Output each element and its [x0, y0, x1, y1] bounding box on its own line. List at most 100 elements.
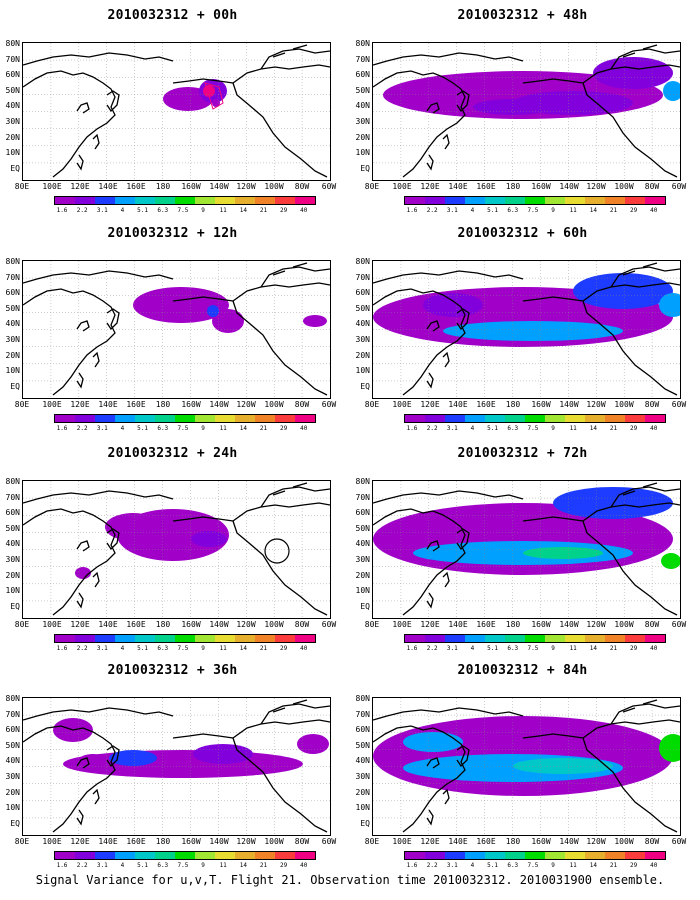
- longitude-label: 160E: [126, 620, 146, 629]
- colorbar-label: 21: [259, 425, 268, 432]
- coastline: [426, 757, 440, 769]
- colorbar-swatch: [485, 635, 505, 642]
- colorbar-label: 3.1: [446, 862, 458, 869]
- longitude-label: 100E: [42, 182, 62, 191]
- coastline: [373, 508, 466, 616]
- colorbar-swatch: [505, 635, 525, 642]
- colorbar-label: 6.3: [507, 862, 519, 869]
- longitude-label: 120E: [70, 620, 90, 629]
- latitude-label: 10N: [5, 803, 20, 813]
- colorbar-swatch: [645, 635, 665, 642]
- coastline: [373, 70, 466, 178]
- coastline: [522, 516, 584, 522]
- longitude-label: 80E: [364, 620, 380, 629]
- variance-map: [372, 42, 681, 181]
- longitude-label: 100W: [614, 620, 634, 629]
- colorbar-swatch: [275, 415, 295, 422]
- longitude-label: 160E: [126, 837, 146, 846]
- colorbar-swatch: [585, 415, 605, 422]
- longitude-label: 160E: [476, 182, 496, 191]
- colorbar-label: 14: [239, 645, 247, 652]
- colorbar-label: 29: [630, 425, 638, 432]
- colorbar-label: 5.1: [137, 862, 149, 869]
- colorbar-label: 21: [609, 862, 618, 869]
- colorbar: [404, 196, 666, 205]
- variance-field: [573, 273, 673, 309]
- variance-field: [133, 287, 229, 323]
- latitude-label: 50N: [5, 740, 20, 750]
- longitude-label: 100E: [42, 837, 62, 846]
- coastline: [373, 288, 466, 396]
- latitude-label: 80N: [5, 257, 20, 266]
- coastline: [260, 266, 330, 288]
- longitude-label: 80W: [644, 837, 660, 846]
- variance-field: [297, 734, 329, 754]
- colorbar-label: 40: [650, 425, 658, 432]
- variance-field: [212, 99, 220, 107]
- latitude-label: EQ: [10, 601, 20, 611]
- colorbar-swatch: [445, 197, 465, 204]
- panel-title: 2010032312 + 12h: [107, 226, 238, 241]
- colorbar-label: 9: [551, 207, 555, 214]
- latitude-label: 20N: [5, 570, 20, 580]
- colorbar-swatch: [155, 635, 175, 642]
- coastline: [426, 592, 434, 609]
- longitude-label: 100E: [392, 620, 412, 629]
- colorbar-swatch: [155, 415, 175, 422]
- longitude-label: 160W: [531, 837, 551, 846]
- longitude-label: 60W: [321, 620, 337, 629]
- colorbar-label: 14: [239, 425, 247, 432]
- variance-field: [79, 754, 107, 766]
- variance-field: [212, 309, 244, 333]
- longitude-label: 60W: [671, 837, 687, 846]
- colorbar-label: 14: [589, 425, 597, 432]
- colorbar-label: 6.3: [507, 645, 519, 652]
- coastline: [582, 719, 680, 739]
- longitude-label: 140W: [209, 620, 229, 629]
- colorbar-swatch: [135, 197, 155, 204]
- coastline: [582, 520, 678, 616]
- variance-field: [207, 305, 219, 317]
- colorbar-swatch: [625, 415, 645, 422]
- colorbar-swatch: [255, 197, 275, 204]
- colorbar-label: 14: [589, 645, 597, 652]
- coastline: [622, 44, 658, 58]
- map-panel-00h: 2010032312 + 00h 80N 70N 60N 50N 40N 30N 20N 10N…: [0, 0, 345, 215]
- longitude-label: 60W: [671, 182, 687, 191]
- colorbar-label: 3.1: [446, 425, 458, 432]
- colorbar-swatch: [405, 852, 425, 859]
- coastline: [260, 486, 330, 508]
- longitude-label: 180: [505, 837, 521, 846]
- latitude-label: 30N: [5, 335, 20, 344]
- colorbar-swatch: [255, 852, 275, 859]
- colorbar-swatch: [95, 197, 115, 204]
- variance-field: [473, 99, 553, 115]
- longitude-label: 140E: [98, 620, 118, 629]
- colorbar-swatch: [115, 635, 135, 642]
- colorbar-swatch: [545, 415, 565, 422]
- latitude-label: 50N: [355, 303, 370, 313]
- longitude-label: 120E: [70, 400, 90, 409]
- colorbar-swatch: [465, 635, 485, 642]
- map-panel-48h: 2010032312 + 48h 80N 70N 60N 50N 40N 30N 20N 10N…: [350, 0, 695, 215]
- latitude-label: 50N: [5, 85, 20, 95]
- colorbar-swatch: [235, 635, 255, 642]
- colorbar-label: 29: [280, 862, 288, 869]
- colorbar-label: 5.1: [137, 645, 149, 652]
- longitude-label: 160E: [476, 400, 496, 409]
- longitude-label: 120E: [70, 837, 90, 846]
- latitude-label: 50N: [355, 523, 370, 533]
- colorbar-swatch: [585, 197, 605, 204]
- latitude-label: 40N: [355, 319, 370, 329]
- coastline: [610, 486, 680, 508]
- coastline: [23, 508, 116, 616]
- colorbar-label: 29: [280, 645, 288, 652]
- coastline: [232, 64, 330, 84]
- colorbar-swatch: [625, 635, 645, 642]
- coastline: [76, 540, 90, 552]
- latitude-label: 20N: [355, 787, 370, 797]
- colorbar-label: 14: [239, 862, 247, 869]
- latitude-label: 10N: [355, 148, 370, 158]
- coastline: [106, 308, 120, 331]
- variance-field: [193, 744, 253, 764]
